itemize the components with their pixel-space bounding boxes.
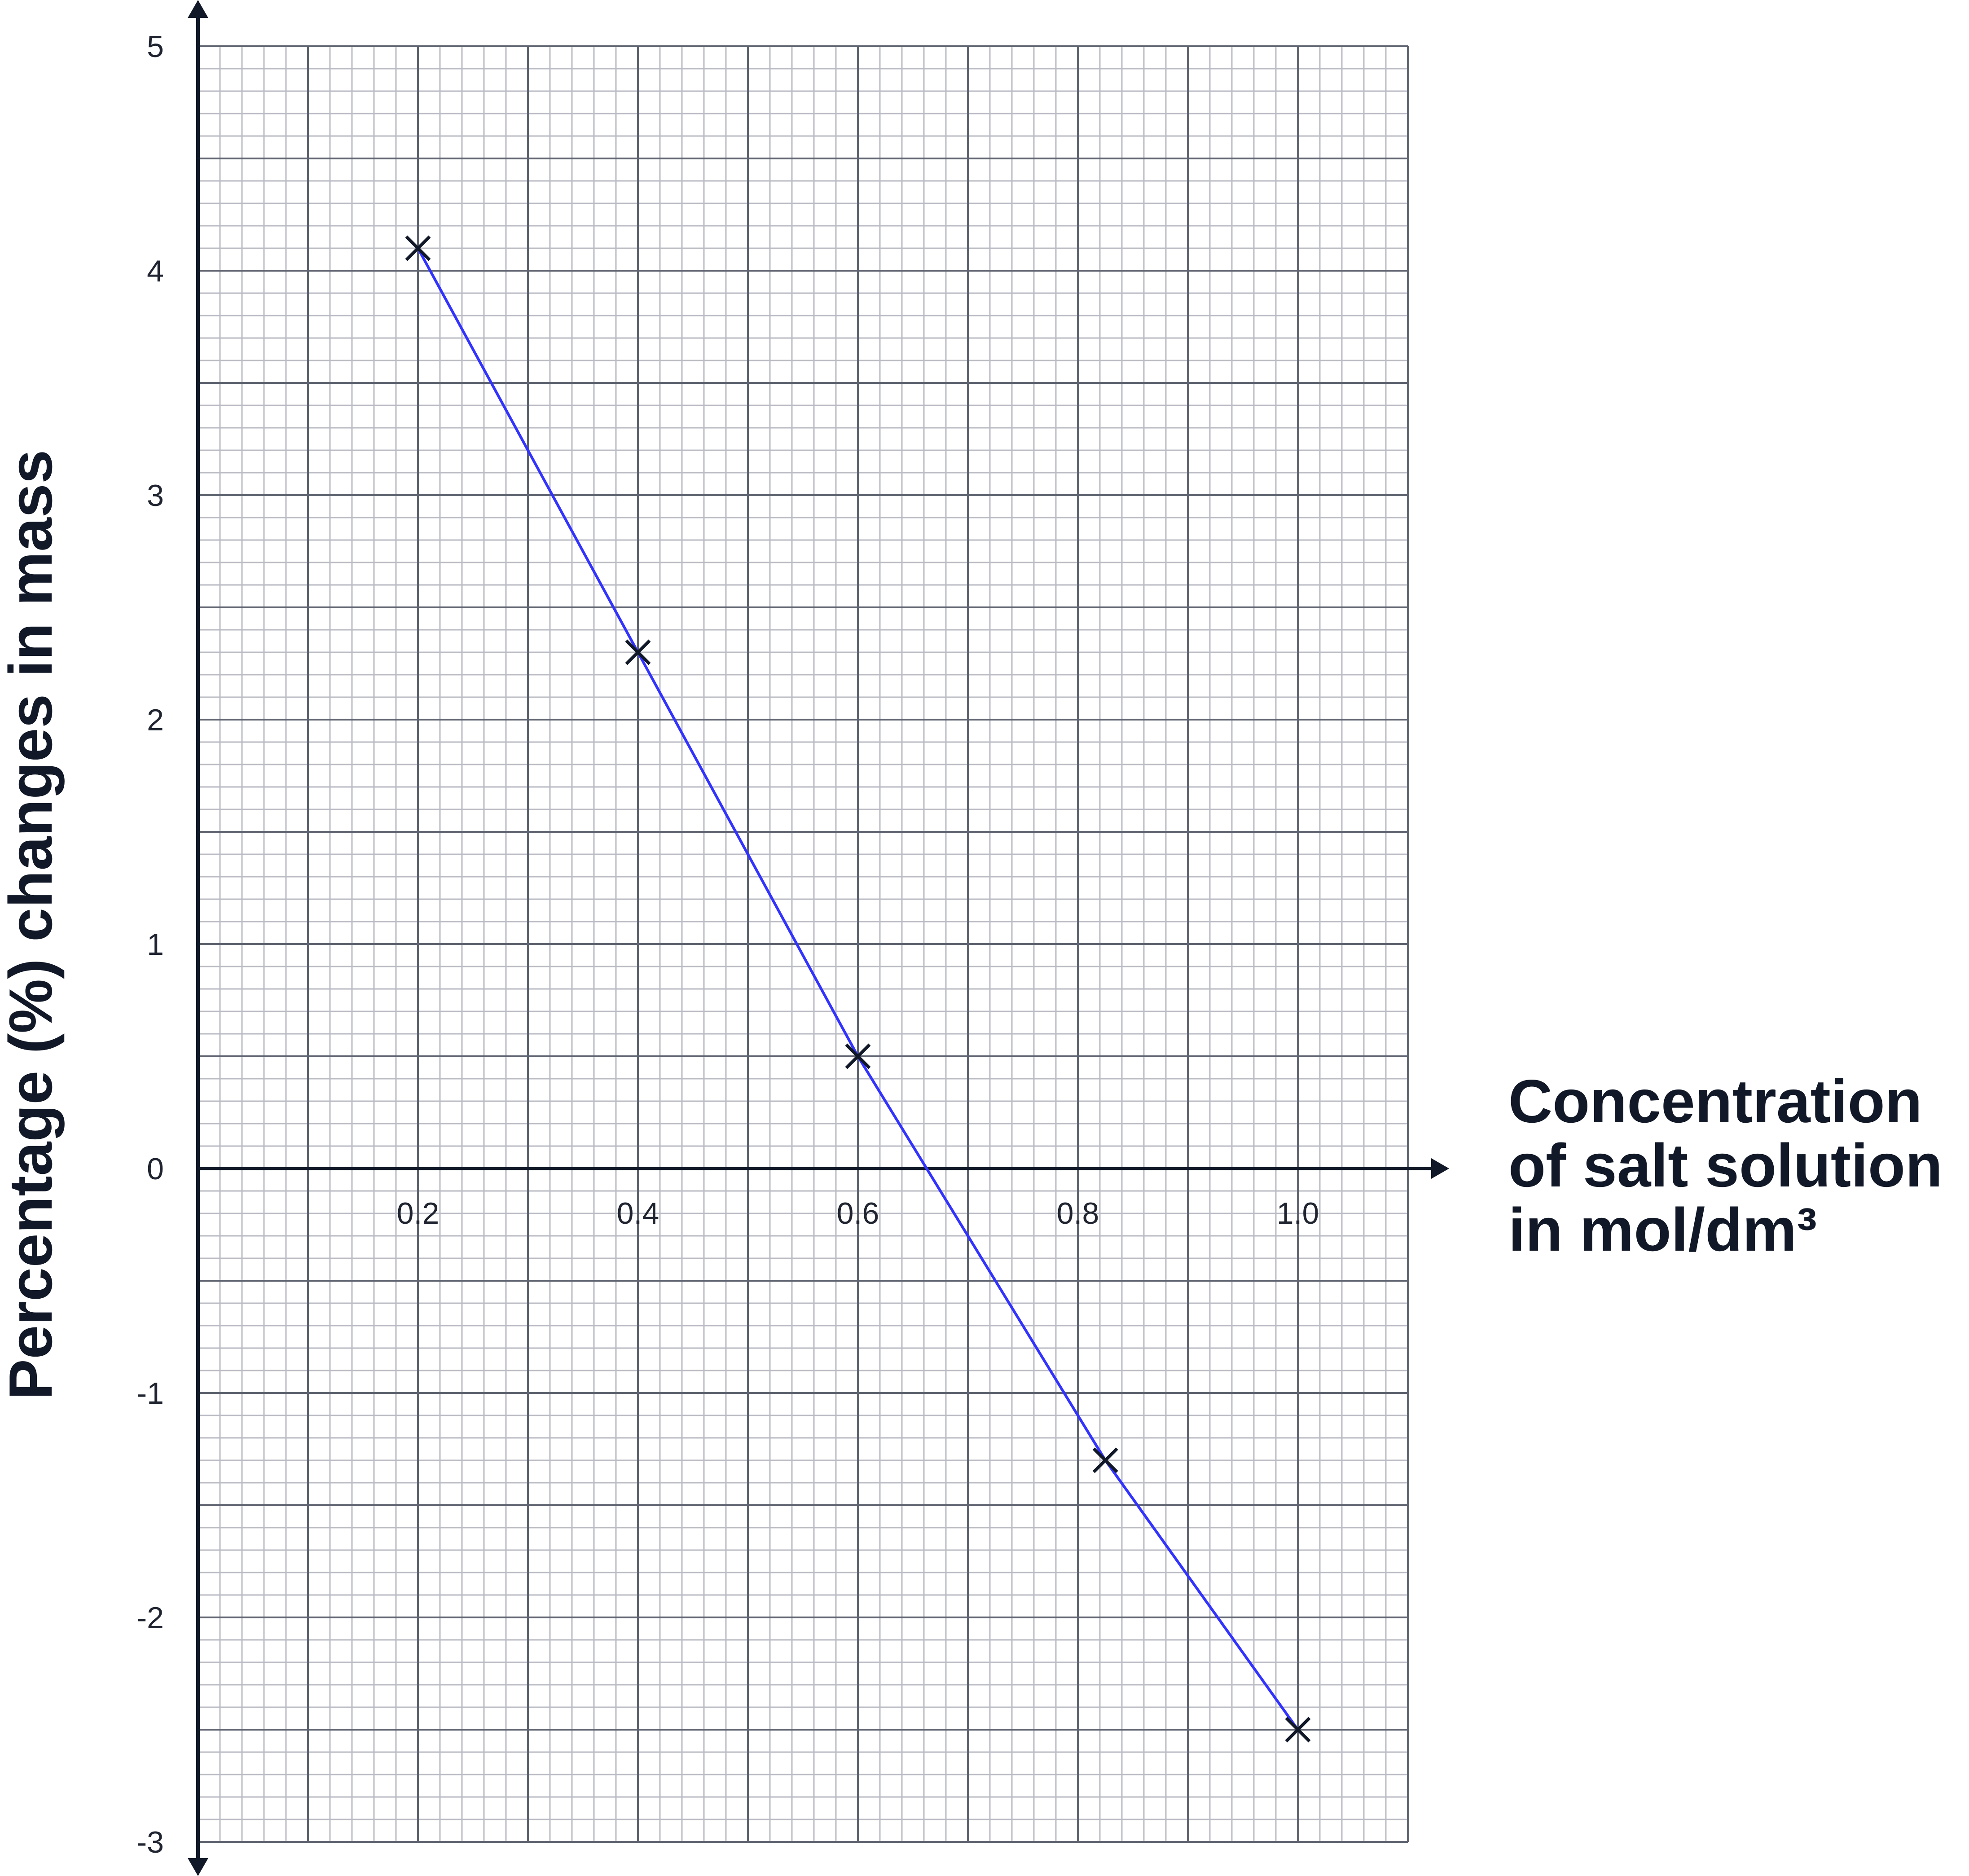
axes xyxy=(188,0,1449,1876)
x-axis-label-line-2: of salt solution xyxy=(1508,1131,1943,1199)
x-tick-labels: 0.2 0.4 0.6 0.8 1.0 xyxy=(397,1196,1319,1230)
y-tick-label: -1 xyxy=(137,1376,164,1410)
y-axis-arrow-down-icon xyxy=(188,1858,208,1876)
y-axis-label: Percentage (%) changes in mass xyxy=(0,450,65,1400)
y-axis-arrow-up-icon xyxy=(188,0,208,18)
y-tick-label: 0 xyxy=(147,1152,164,1186)
y-tick-label: 2 xyxy=(147,703,164,737)
y-tick-label: 4 xyxy=(147,254,164,288)
cross-stroke xyxy=(405,235,431,261)
series xyxy=(405,235,1311,1743)
x-axis-arrow-icon xyxy=(1431,1158,1449,1179)
data-point-cross-marker xyxy=(1092,1447,1118,1473)
data-point-cross-marker xyxy=(405,235,431,261)
y-tick-label: -3 xyxy=(137,1825,164,1859)
cross-stroke xyxy=(845,1043,871,1069)
data-point-cross-marker xyxy=(625,639,651,665)
y-tick-label: -2 xyxy=(137,1601,164,1635)
y-tick-label: 3 xyxy=(147,479,164,513)
data-point-cross-marker xyxy=(1285,1717,1311,1743)
grid xyxy=(197,45,1409,1843)
data-point-cross-marker xyxy=(845,1043,871,1069)
x-axis-label-line-3: in mol/dm³ xyxy=(1508,1195,1817,1264)
x-axis-label-line-1: Concentration xyxy=(1508,1067,1922,1135)
cross-stroke xyxy=(625,639,651,665)
x-tick-label: 0.6 xyxy=(837,1196,879,1230)
y-tick-label: 1 xyxy=(147,927,164,962)
x-tick-label: 1.0 xyxy=(1277,1196,1319,1230)
cross-stroke xyxy=(1285,1717,1311,1743)
y-tick-labels: 5 4 3 2 1 0 -1 -2 -3 xyxy=(137,30,164,1859)
x-tick-label: 0.2 xyxy=(397,1196,440,1230)
y-tick-label: 5 xyxy=(147,30,164,64)
x-tick-label: 0.8 xyxy=(1057,1196,1099,1230)
x-tick-label: 0.4 xyxy=(617,1196,659,1230)
cross-stroke xyxy=(1092,1447,1118,1473)
